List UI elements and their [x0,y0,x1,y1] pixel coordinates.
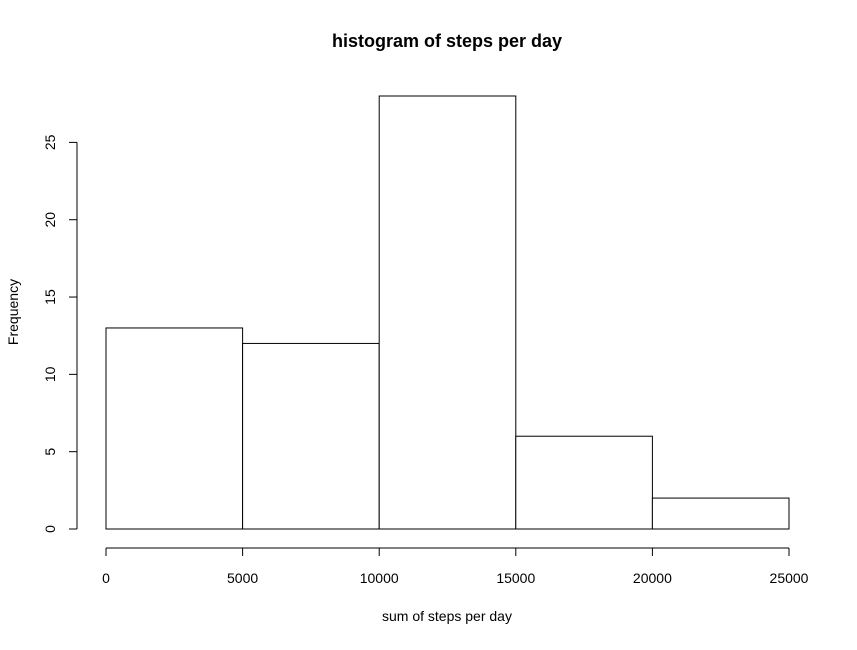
x-tick-label: 20000 [633,570,672,586]
x-axis-label: sum of steps per day [382,608,512,624]
y-tick-label: 10 [42,366,58,382]
x-tick-label: 10000 [360,570,399,586]
x-tick-label: 5000 [227,570,258,586]
histogram-bar-3 [515,435,653,530]
y-tick-label: 5 [42,448,58,456]
x-tick-label: 0 [102,570,110,586]
y-tick-label: 20 [42,212,58,228]
histogram-bar-0 [105,327,244,530]
x-axis: 0 5000 10000 15000 20000 25000 [102,547,809,586]
y-tick-label: 15 [42,289,58,305]
y-axis: 0 5 10 15 20 25 [42,134,78,533]
histogram-bar-1 [242,342,380,530]
y-tick-label: 0 [42,525,58,533]
x-tick-label: 25000 [770,570,809,586]
x-tick-label: 15000 [496,570,535,586]
y-axis-label: Frequency [5,279,21,345]
bars-group [105,95,790,530]
y-tick-label: 25 [42,134,58,150]
histogram-bar-2 [378,95,517,530]
histogram-bar-4 [651,497,790,530]
chart-title: histogram of steps per day [332,31,562,51]
